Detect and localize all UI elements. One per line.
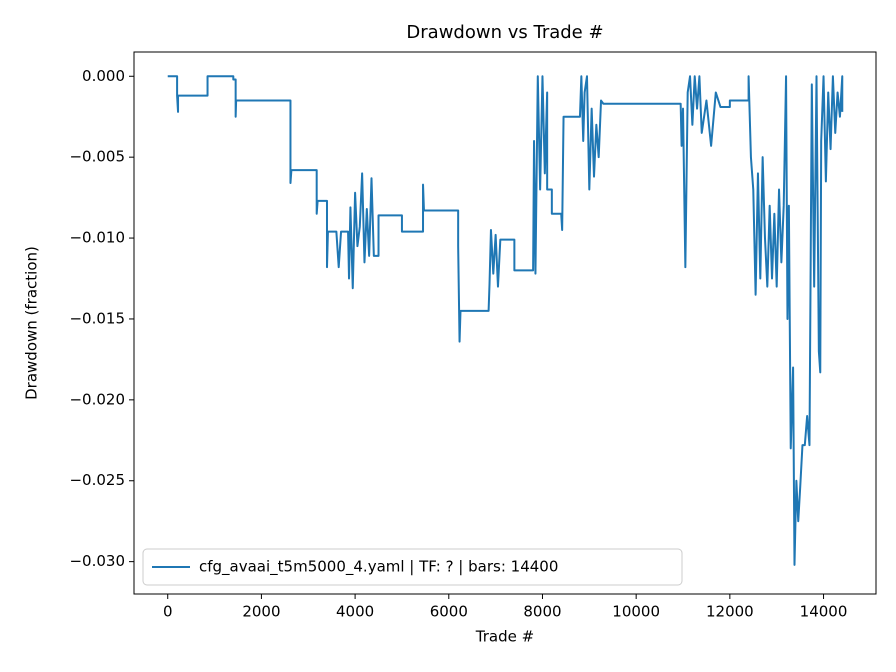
x-tick-label: 12000 — [706, 603, 754, 621]
y-tick-label: −0.005 — [69, 148, 125, 166]
y-axis-label: Drawdown (fraction) — [23, 246, 41, 400]
x-tick-label: 6000 — [430, 603, 468, 621]
x-tick-label: 2000 — [242, 603, 280, 621]
y-tick-label: 0.000 — [82, 67, 125, 85]
plot-frame — [133, 51, 877, 595]
x-tick-label: 8000 — [523, 603, 561, 621]
y-tick-label: −0.020 — [69, 390, 125, 408]
x-tick-label: 14000 — [800, 603, 848, 621]
x-axis-label: Trade # — [475, 628, 534, 646]
legend-label: cfg_avaai_t5m5000_4.yaml | TF: ? | bars:… — [199, 558, 558, 577]
x-tick-label: 0 — [163, 603, 173, 621]
y-tick-label: −0.010 — [69, 229, 125, 247]
legend-box — [142, 548, 683, 586]
x-tick-label: 4000 — [336, 603, 374, 621]
y-tick-label: −0.030 — [69, 552, 125, 570]
x-tick-label: 10000 — [612, 603, 660, 621]
y-tick-label: −0.025 — [69, 471, 125, 489]
chart-title: Drawdown vs Trade # — [406, 22, 603, 43]
y-tick-label: −0.015 — [69, 309, 125, 327]
line-series — [167, 75, 844, 566]
